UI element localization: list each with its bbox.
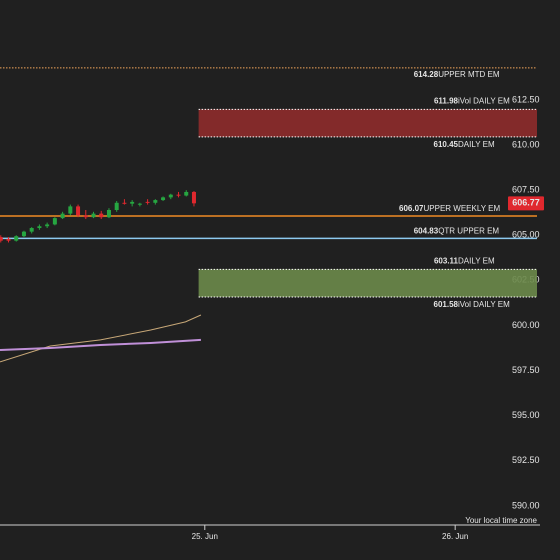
candle-body [137, 203, 142, 205]
candle-body [83, 215, 88, 218]
y-tick-label: 590.00 [512, 500, 540, 510]
candle-body [168, 194, 173, 198]
x-tick-label: 25. Jun [192, 532, 218, 541]
y-tick-label: 607.50 [512, 185, 540, 195]
candle-body [122, 202, 127, 204]
zone [198, 269, 538, 297]
candle-body [14, 236, 19, 241]
level-label: UPPER WEEKLY EM [424, 204, 501, 213]
candle-body [45, 224, 50, 227]
level-label: UPPER MTD EM [438, 70, 500, 79]
zone [198, 109, 538, 137]
level-value: 611.98 [434, 96, 459, 105]
moving-average [0, 338, 201, 351]
candle-body [37, 226, 42, 229]
candle-body [68, 206, 73, 214]
candle-body [0, 237, 3, 241]
y-tick-label: 610.00 [512, 139, 540, 149]
level-value: 610.45 [434, 140, 459, 149]
candle-body [191, 191, 196, 204]
candle-body [153, 200, 158, 203]
candle-body [184, 191, 189, 196]
level-label: iVol DAILY EM [458, 300, 510, 309]
candle-body [6, 238, 11, 241]
candle-body [52, 218, 57, 225]
y-tick-label: 597.50 [512, 365, 540, 375]
level-label: iVol DAILY EM [458, 96, 510, 105]
timezone-note: Your local time zone [465, 516, 537, 525]
last-price-tag [508, 196, 544, 211]
candle-body [76, 206, 81, 216]
y-tick-label: 592.50 [512, 455, 540, 465]
candle-body [21, 231, 26, 237]
level-value: 604.83 [414, 226, 439, 235]
candle-body [106, 210, 111, 218]
candle-body [161, 197, 166, 201]
level-value: 601.58 [434, 300, 459, 309]
y-tick-label: 595.00 [512, 410, 540, 420]
y-tick-label: 605.00 [512, 230, 540, 240]
candle-body [114, 202, 119, 210]
candle-body [130, 201, 135, 204]
y-tick-label: 600.00 [512, 320, 540, 330]
level-label: DAILY EM [458, 140, 495, 149]
candle-body [145, 201, 150, 203]
candle-body [176, 194, 181, 196]
candle-body [60, 213, 65, 219]
level-value: 606.07 [399, 204, 424, 213]
level-label: DAILY EM [458, 256, 495, 265]
level-label: QTR UPPER EM [438, 226, 499, 235]
level-value: 603.11 [434, 256, 459, 265]
candle-body [29, 228, 34, 232]
x-tick-label: 26. Jun [442, 532, 468, 541]
candle-body [91, 213, 96, 218]
y-tick-label: 612.50 [512, 94, 540, 104]
last-price-label: 606.77 [512, 198, 540, 208]
candle-body [99, 213, 104, 218]
level-value: 614.28 [414, 70, 439, 79]
